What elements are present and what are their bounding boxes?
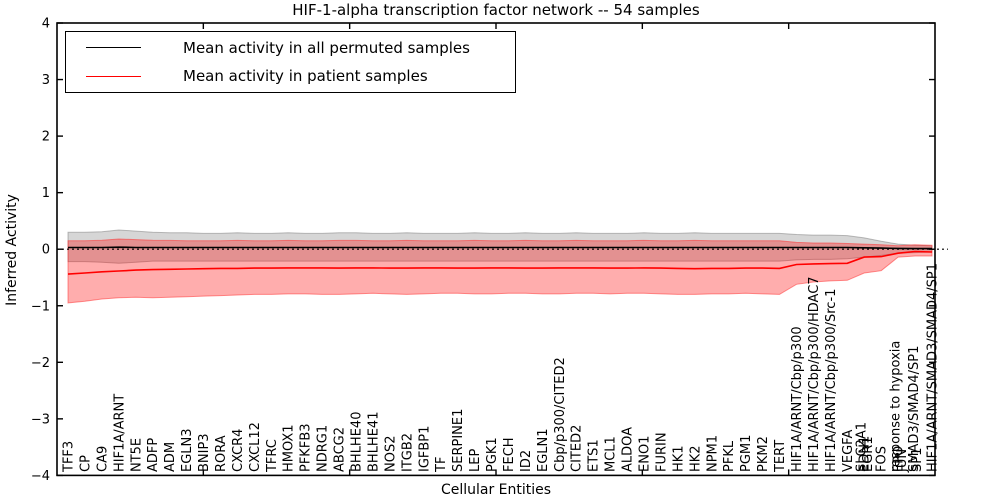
x-entity-label: EGR1 bbox=[861, 436, 876, 472]
x-entity-label: HK1 bbox=[671, 445, 686, 472]
x-entity-label: HIF1A/ARNT/SMAD3/SMAD4/SP1 bbox=[926, 263, 941, 472]
x-entity-label: HIF1A/ARNT/Cbp/p300/HDAC7 bbox=[807, 276, 822, 472]
x-entity-label: ETS1 bbox=[587, 439, 602, 472]
x-entity-label: FECH bbox=[502, 437, 517, 472]
x-entity-label: ITGB2 bbox=[400, 433, 415, 472]
x-entity-label: PFKL bbox=[722, 440, 737, 472]
x-entity-label: TF bbox=[434, 457, 449, 473]
x-entity-label: SLC2A1 bbox=[855, 422, 870, 472]
y-tick-label: 0 bbox=[42, 243, 50, 258]
x-entity-label: ENO1 bbox=[638, 436, 653, 472]
x-entity-label: FURIN bbox=[654, 432, 669, 472]
x-entity-label: PGM1 bbox=[739, 435, 754, 472]
x-entity-label: IGFBP1 bbox=[417, 426, 432, 472]
x-entity-label: NT5E bbox=[129, 438, 144, 472]
x-entity-label: PFKFB3 bbox=[299, 423, 314, 472]
y-axis-title: Inferred Activity bbox=[4, 194, 20, 306]
x-entity-label: EPO bbox=[892, 446, 907, 472]
y-tick-label: −4 bbox=[31, 469, 50, 484]
x-entity-label: SERPINE1 bbox=[451, 409, 466, 472]
x-entity-label: BHLHE40 bbox=[350, 412, 365, 472]
x-entity-label: HMOX1 bbox=[282, 424, 297, 472]
x-axis-title: Cellular Entities bbox=[440, 482, 552, 498]
x-entity-label: EGLN1 bbox=[536, 428, 551, 472]
legend: Mean activity in all permuted samples Me… bbox=[65, 31, 516, 93]
x-entity-label: NDRG1 bbox=[316, 425, 331, 472]
x-entity-label: ADM bbox=[163, 442, 178, 472]
x-entity-label: SP1 bbox=[910, 448, 925, 472]
x-entity-label: NOS2 bbox=[383, 436, 398, 472]
x-entity-label: JUN bbox=[895, 449, 910, 473]
patient-mean-line bbox=[67, 250, 933, 275]
x-entity-label: ID2 bbox=[519, 450, 534, 472]
x-entity-label: SMAD3/SMAD4/SP1 bbox=[907, 346, 922, 472]
x-entity-label: BHLHE41 bbox=[366, 412, 381, 472]
x-entity-label: CXCL12 bbox=[248, 422, 263, 472]
x-entity-label: HIF1A/ARNT bbox=[112, 394, 127, 472]
x-entity-label: CP bbox=[78, 455, 93, 472]
x-entity-label: CITED2 bbox=[570, 425, 585, 472]
y-tick-label: −3 bbox=[31, 412, 50, 427]
y-tick-label: −1 bbox=[31, 299, 50, 314]
x-entity-label: TFF3 bbox=[62, 441, 77, 473]
x-entity-label: LEP bbox=[468, 449, 483, 472]
x-entity-label: PKM2 bbox=[756, 436, 771, 472]
x-entity-label: HIF1A/ARNT/Cbp/p300 bbox=[790, 326, 805, 472]
x-entity-label: Cbp/p300/CITED2 bbox=[553, 357, 568, 472]
x-entity-label: NPM1 bbox=[705, 435, 720, 472]
x-entity-label: TFRC bbox=[265, 439, 280, 473]
x-entity-label: CXCR4 bbox=[231, 429, 246, 472]
legend-label-patient: Mean activity in patient samples bbox=[183, 67, 428, 86]
y-tick-label: 2 bbox=[42, 130, 50, 145]
x-entity-label: HK2 bbox=[688, 445, 703, 472]
x-entity-label: PGK1 bbox=[485, 437, 500, 472]
x-entity-label: ABCG2 bbox=[333, 427, 348, 472]
y-tick-label: 3 bbox=[42, 73, 50, 88]
y-tick-label: −2 bbox=[31, 356, 50, 371]
x-entity-label: VEGFA bbox=[841, 430, 856, 472]
x-entity-label: EGLN3 bbox=[180, 428, 195, 472]
x-entity-label: CA9 bbox=[95, 446, 110, 472]
legend-item-patient: Mean activity in patient samples bbox=[66, 63, 515, 89]
x-entity-label: response to hypoxia bbox=[888, 341, 903, 472]
legend-item-permuted: Mean activity in all permuted samples bbox=[66, 35, 515, 61]
legend-label-permuted: Mean activity in all permuted samples bbox=[183, 38, 470, 57]
permuted-mean-line bbox=[68, 246, 932, 250]
chart-title: HIF-1-alpha transcription factor network… bbox=[292, 1, 700, 19]
legend-line-black bbox=[86, 47, 141, 49]
x-entity-label: ALDOA bbox=[621, 427, 636, 472]
x-entity-label: FOS bbox=[875, 446, 890, 472]
x-entity-label: TERT bbox=[773, 440, 788, 473]
x-entity-label: ADFP bbox=[146, 438, 161, 472]
x-entity-label: HIF1A/ARNT/Cbp/p300/Src-1 bbox=[824, 289, 839, 472]
x-entity-label: BNIP3 bbox=[197, 433, 212, 472]
y-tick-label: 4 bbox=[42, 17, 50, 32]
patient-samples-range-band bbox=[67, 238, 933, 304]
x-entity-label: RORA bbox=[214, 435, 229, 472]
x-entity-label: EDN1 bbox=[858, 436, 873, 472]
x-entity-label: MCL1 bbox=[604, 436, 619, 472]
legend-line-red bbox=[86, 75, 141, 77]
y-tick-label: 1 bbox=[42, 186, 50, 201]
